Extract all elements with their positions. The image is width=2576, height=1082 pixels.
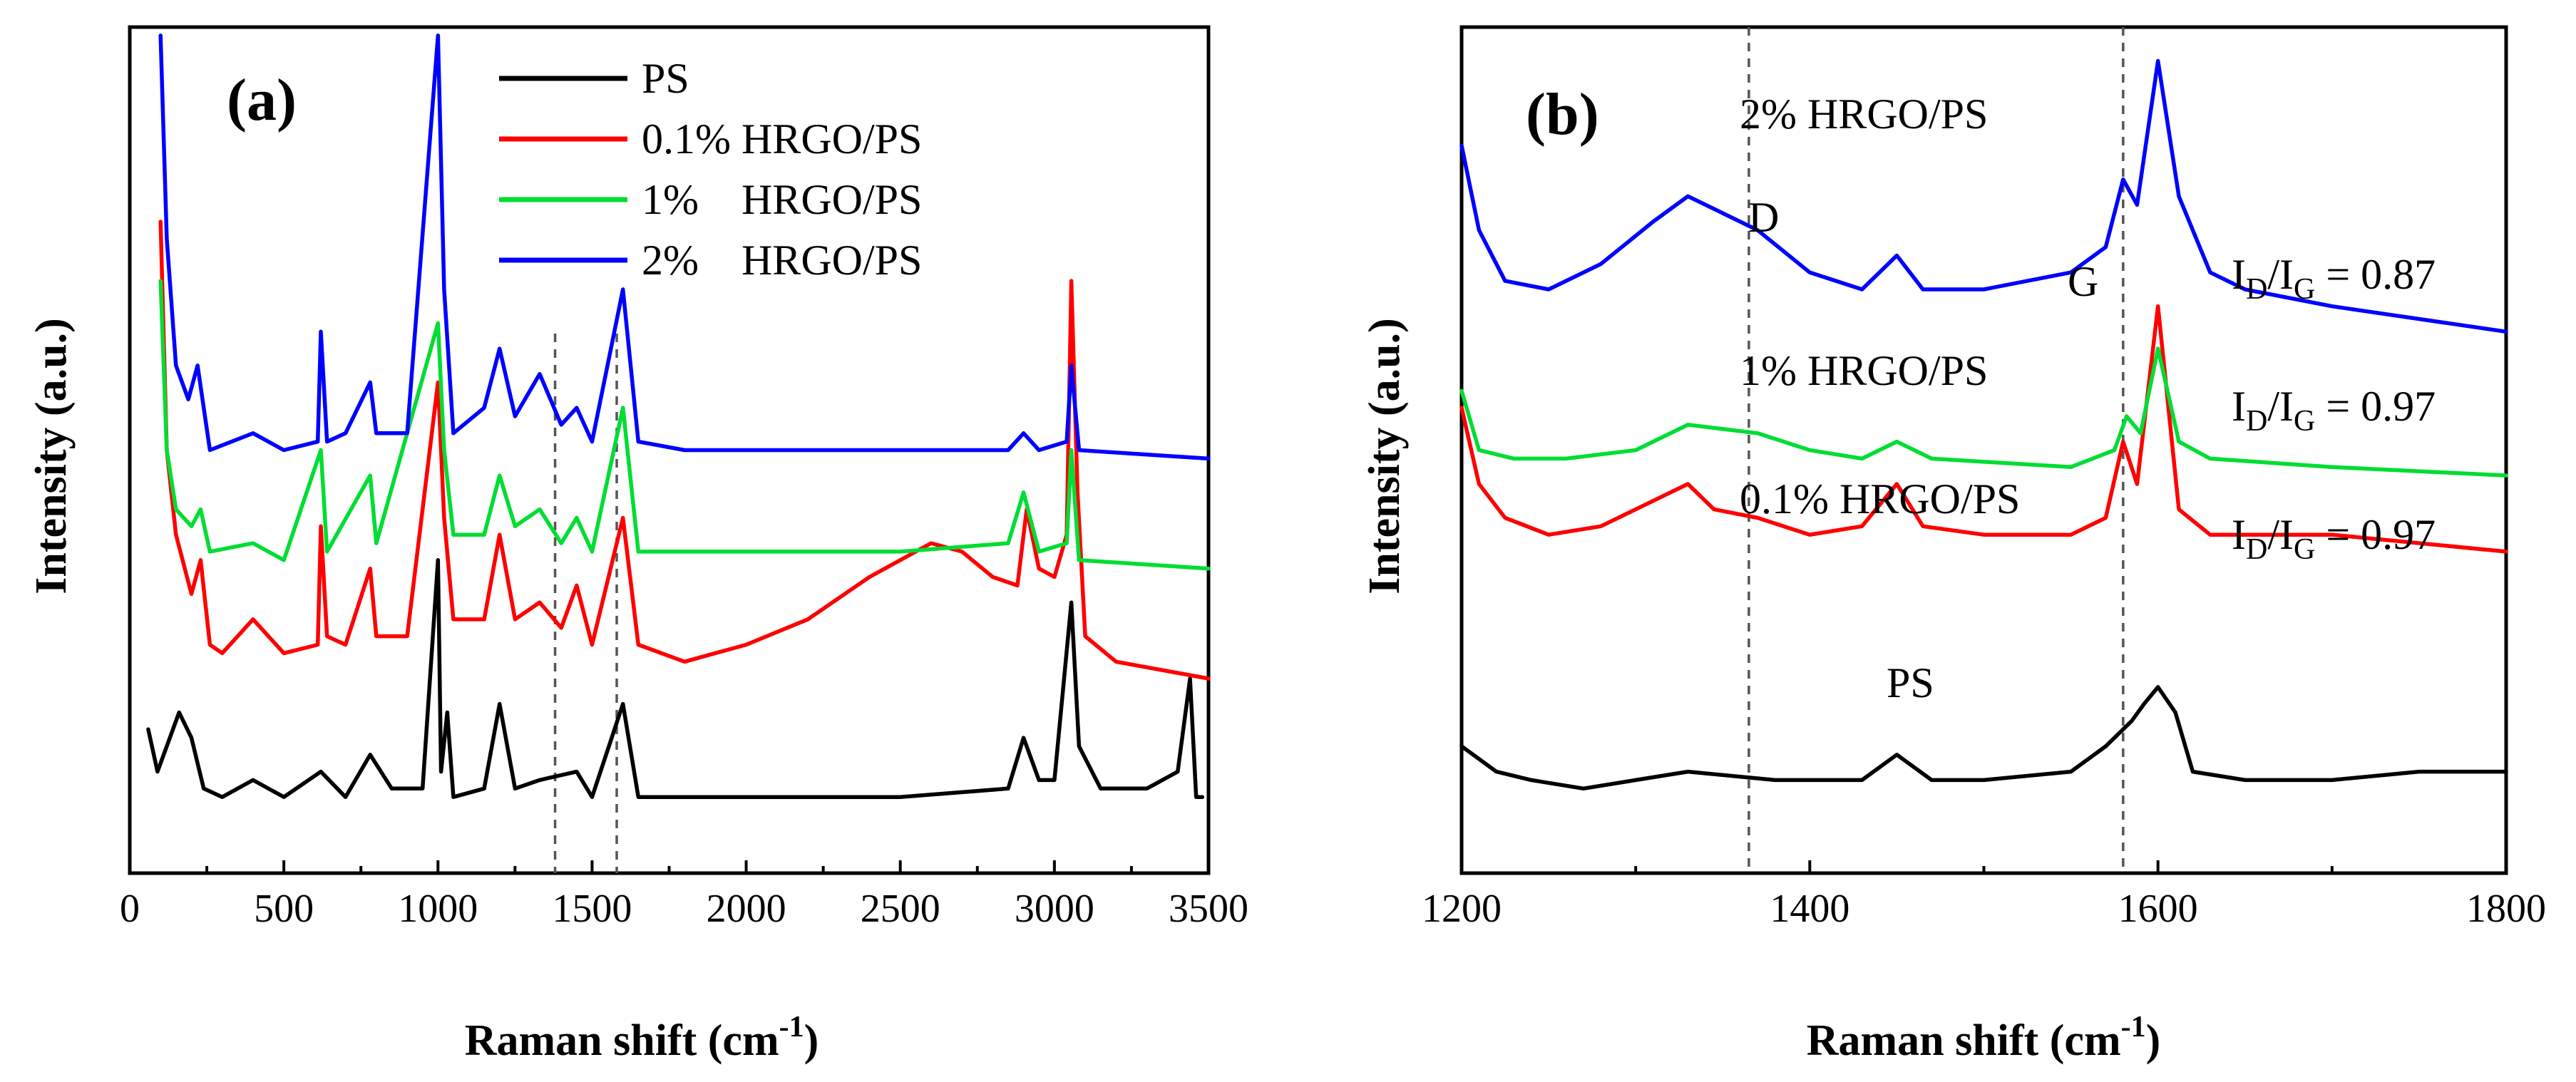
panel-a-series: [146, 34, 1211, 799]
x-tick-label: 1800: [2466, 887, 2546, 931]
x-tick-label: 2500: [861, 887, 940, 931]
panel-b-frame: [1459, 25, 2508, 875]
label-ps: PS: [1887, 659, 1934, 706]
panel-b-y-axis-title: Intensity (a.u.): [1360, 318, 1409, 594]
x-tick-label: 3500: [1169, 887, 1248, 931]
label-1pct-hrgo-ps: 1% HRGO/PS: [1740, 347, 1988, 394]
label-2pct-hrgo-ps: 2% HRGO/PS: [1740, 91, 1988, 138]
legend-label-hrgo-2: 2% HRGO/PS: [642, 237, 922, 284]
series-hrgo-1: [158, 279, 1211, 571]
panel-b-series: [1459, 58, 2508, 791]
ratio-2pct: ID/IG = 0.87: [2232, 251, 2436, 306]
legend-label-hrgo-0-1: 0.1% HRGO/PS: [642, 115, 922, 163]
legend-label-hrgo-1: 1% HRGO/PS: [642, 176, 922, 223]
legend-label-ps: PS: [642, 55, 689, 102]
x-tick-label: 500: [254, 887, 314, 931]
x-tick-label: 1500: [552, 887, 632, 931]
series-hrgo-1: [1459, 346, 2508, 478]
panel-a: (a) Intensity (a.u.) Raman shift (cm-1) …: [27, 25, 1248, 1065]
ratio-0-1pct: ID/IG = 0.97: [2232, 511, 2436, 566]
panel-b-x-axis-title: Raman shift (cm-1): [1807, 1011, 2161, 1065]
panel-b: (b) Intensity (a.u.) Raman shift (cm-1) …: [1360, 25, 2546, 1065]
series-hrgo-0-1: [158, 220, 1211, 681]
x-tick-label: 1600: [2118, 887, 2198, 931]
panel-a-ticks: 0 500 1000 1500 2000 2500 3000 3500: [120, 860, 1248, 931]
panel-b-label: (b): [1526, 81, 1599, 148]
x-tick-label: 1000: [398, 887, 478, 931]
label-0-1pct-hrgo-ps: 0.1% HRGO/PS: [1740, 475, 2020, 522]
panel-a-y-axis-title: Intensity (a.u.): [27, 318, 76, 594]
panel-a-legend: PS 0.1% HRGO/PS 1% HRGO/PS 2% HRGO/PS: [499, 55, 922, 284]
x-tick-label: 2000: [707, 887, 786, 931]
panel-a-label: (a): [227, 67, 297, 133]
series-ps: [1459, 685, 2508, 791]
x-tick-label: 1400: [1770, 887, 1849, 931]
series-hrgo-2: [158, 34, 1211, 461]
panel-b-ticks: 1200 1400 1600 1800: [1422, 860, 2546, 931]
x-tick-label: 1200: [1422, 887, 1502, 931]
label-g-band: G: [2068, 258, 2098, 305]
panel-a-reference-lines: [553, 334, 618, 873]
series-ps: [146, 558, 1205, 799]
label-d-band: D: [1748, 194, 1779, 241]
panel-a-x-axis-title: Raman shift (cm-1): [465, 1011, 819, 1065]
x-tick-label: 3000: [1015, 887, 1094, 931]
series-hrgo-2: [1459, 58, 2508, 334]
x-tick-label: 0: [120, 887, 140, 931]
ratio-1pct: ID/IG = 0.97: [2232, 383, 2436, 438]
